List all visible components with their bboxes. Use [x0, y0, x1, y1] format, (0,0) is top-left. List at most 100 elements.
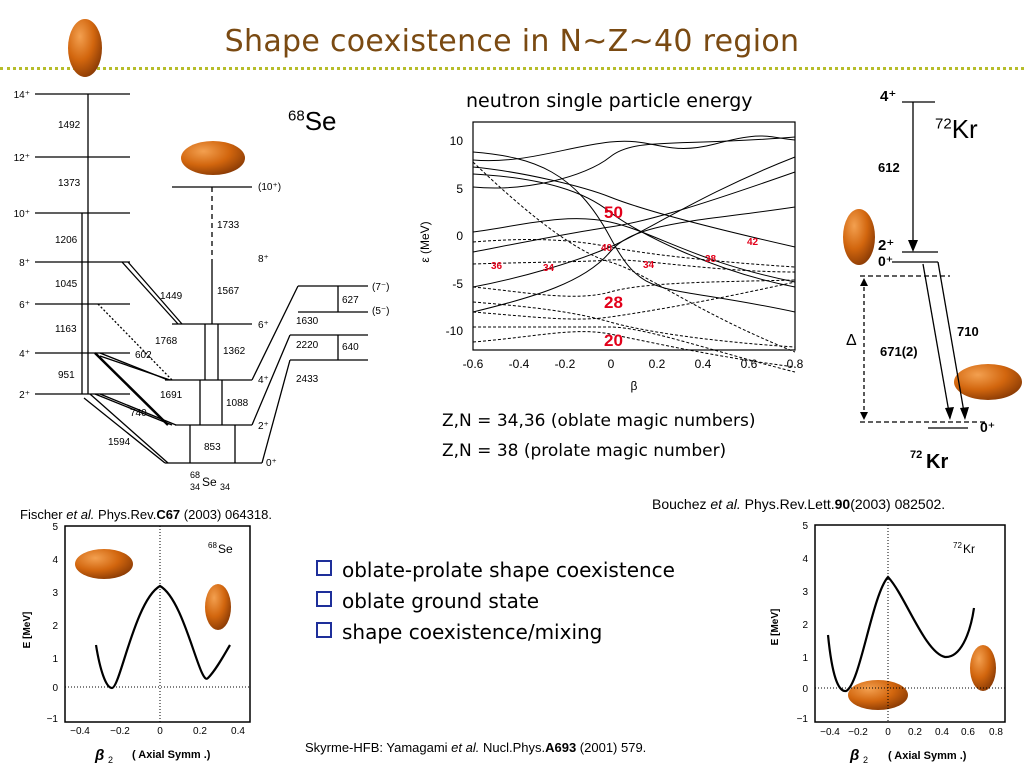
svg-text:68: 68: [190, 470, 200, 480]
svg-text:2⁺: 2⁺: [878, 237, 894, 254]
svg-text:0.2: 0.2: [908, 727, 922, 738]
svg-text:2⁺: 2⁺: [258, 421, 269, 432]
svg-text:-0.6: -0.6: [463, 357, 484, 371]
svg-text:20: 20: [604, 331, 623, 350]
svg-text:1163: 1163: [55, 324, 77, 335]
svg-text:(7⁻): (7⁻): [372, 282, 390, 293]
svg-text:5: 5: [802, 521, 808, 532]
svg-text:42: 42: [747, 237, 759, 248]
svg-text:34: 34: [643, 260, 655, 271]
magic-note-oblate: Z,N = 34,36 (oblate magic numbers): [442, 411, 756, 431]
svg-text:10: 10: [450, 134, 464, 148]
svg-text:E [MeV]: E [MeV]: [22, 612, 33, 649]
sp-lines: [472, 135, 796, 373]
svg-text:ε (MeV): ε (MeV): [418, 221, 432, 262]
svg-text:1373: 1373: [58, 178, 81, 189]
svg-text:0.6: 0.6: [741, 357, 758, 371]
svg-text:−0.4: −0.4: [70, 726, 90, 737]
kr72-level-scheme: 4⁺ 2⁺ 0⁺ 0⁺ 612 710 671(2) Δ 72 Kr: [846, 88, 995, 473]
svg-text:12⁺: 12⁺: [14, 153, 30, 164]
se68-level-scheme: 14⁺ 12⁺ 10⁺ 8⁺ 6⁺ 4⁺ 2⁺ 1492 1373 1206 1…: [14, 90, 390, 492]
title-divider: [0, 67, 1024, 70]
svg-text:( Axial Symm .): ( Axial Symm .): [888, 750, 967, 762]
svg-text:1630: 1630: [296, 316, 319, 327]
svg-text:0: 0: [885, 727, 891, 738]
svg-text:3: 3: [52, 588, 58, 599]
svg-text:5: 5: [456, 182, 463, 196]
sp-chart-title: neutron single particle energy: [466, 90, 753, 112]
svg-text:0: 0: [456, 229, 463, 243]
svg-text:E [MeV]: E [MeV]: [770, 609, 781, 646]
bullet-box-icon: [316, 622, 332, 638]
svg-text:( Axial Symm .): ( Axial Symm .): [132, 749, 211, 761]
svg-text:β: β: [631, 379, 638, 393]
svg-text:Kr: Kr: [926, 451, 948, 473]
oblate-ellipsoid-icon: [75, 549, 133, 579]
svg-text:0⁺: 0⁺: [980, 419, 995, 435]
svg-text:1768: 1768: [155, 336, 178, 347]
svg-text:−1: −1: [797, 714, 809, 725]
bullet-item: oblate-prolate shape coexistence: [316, 558, 675, 582]
svg-text:1045: 1045: [55, 279, 78, 290]
svg-text:(10⁺): (10⁺): [258, 182, 281, 193]
svg-text:1733: 1733: [217, 220, 240, 231]
svg-text:1691: 1691: [160, 390, 183, 401]
svg-text:Se: Se: [202, 475, 217, 489]
slide-title: Shape coexistence in N~Z~40 region: [224, 24, 800, 59]
svg-text:-5: -5: [452, 277, 463, 291]
svg-text:8⁺: 8⁺: [258, 254, 269, 265]
svg-text:1: 1: [802, 653, 808, 664]
svg-text:34: 34: [190, 482, 200, 492]
svg-text:5: 5: [52, 522, 58, 533]
bullet-box-icon: [316, 560, 332, 576]
svg-text:14⁺: 14⁺: [14, 90, 30, 101]
prolate-ellipsoid-icon: [205, 584, 231, 630]
svg-text:1567: 1567: [217, 286, 240, 297]
svg-text:0: 0: [157, 726, 163, 737]
svg-text:0.6: 0.6: [961, 727, 975, 738]
svg-text:710: 710: [957, 324, 979, 339]
svg-text:34: 34: [543, 263, 555, 274]
svg-text:4: 4: [52, 555, 58, 566]
prolate-ellipsoid-icon: [68, 19, 102, 77]
svg-text:6⁺: 6⁺: [258, 320, 269, 331]
svg-text:68: 68: [208, 541, 217, 550]
fischer-reference: Fischer et al. Phys.Rev.C67 (2003) 06431…: [20, 507, 272, 522]
svg-text:(5⁻): (5⁻): [372, 306, 390, 317]
svg-text:0.4: 0.4: [695, 357, 712, 371]
svg-text:6⁺: 6⁺: [19, 300, 30, 311]
svg-text:0: 0: [52, 683, 58, 694]
kr72-pes-curve: [826, 575, 976, 693]
svg-text:640: 640: [342, 342, 359, 353]
svg-text:740: 740: [130, 408, 147, 419]
svg-text:Kr: Kr: [963, 542, 975, 556]
svg-text:8⁺: 8⁺: [19, 258, 30, 269]
svg-text:0: 0: [802, 684, 808, 695]
bullet-box-icon: [316, 591, 332, 607]
bullet-item: shape coexistence/mixing: [316, 620, 602, 644]
svg-text:1206: 1206: [55, 235, 78, 246]
svg-text:671(2): 671(2): [880, 344, 918, 359]
svg-text:2⁺: 2⁺: [19, 390, 30, 401]
svg-text:951: 951: [58, 370, 75, 381]
se68-label: 68Se: [288, 106, 337, 136]
svg-text:-0.4: -0.4: [509, 357, 530, 371]
bullet-item: oblate ground state: [316, 589, 539, 613]
svg-text:1594: 1594: [108, 437, 131, 448]
svg-text:0.2: 0.2: [649, 357, 666, 371]
svg-text:2: 2: [863, 755, 868, 765]
svg-text:2: 2: [802, 620, 808, 631]
svg-text:4⁺: 4⁺: [258, 375, 269, 386]
svg-text:2: 2: [108, 755, 113, 765]
svg-text:40: 40: [601, 243, 613, 254]
kr72-pes-chart: 5 4 3 2 1 0 −1 −0.4 −0.2 0 0.2 0.4 0.6 0…: [770, 521, 1006, 765]
svg-text:4: 4: [802, 554, 808, 565]
svg-text:38: 38: [705, 254, 717, 265]
svg-text:4⁺: 4⁺: [19, 349, 30, 360]
svg-text:4⁺: 4⁺: [880, 88, 896, 105]
prolate-ellipsoid-icon: [970, 645, 996, 691]
skyrme-reference: Skyrme-HFB: Yamagami et al. Nucl.Phys.A6…: [305, 740, 647, 755]
svg-text:1492: 1492: [58, 120, 81, 131]
svg-text:10⁺: 10⁺: [14, 209, 30, 220]
kr72-label: 72Kr: [935, 114, 978, 144]
